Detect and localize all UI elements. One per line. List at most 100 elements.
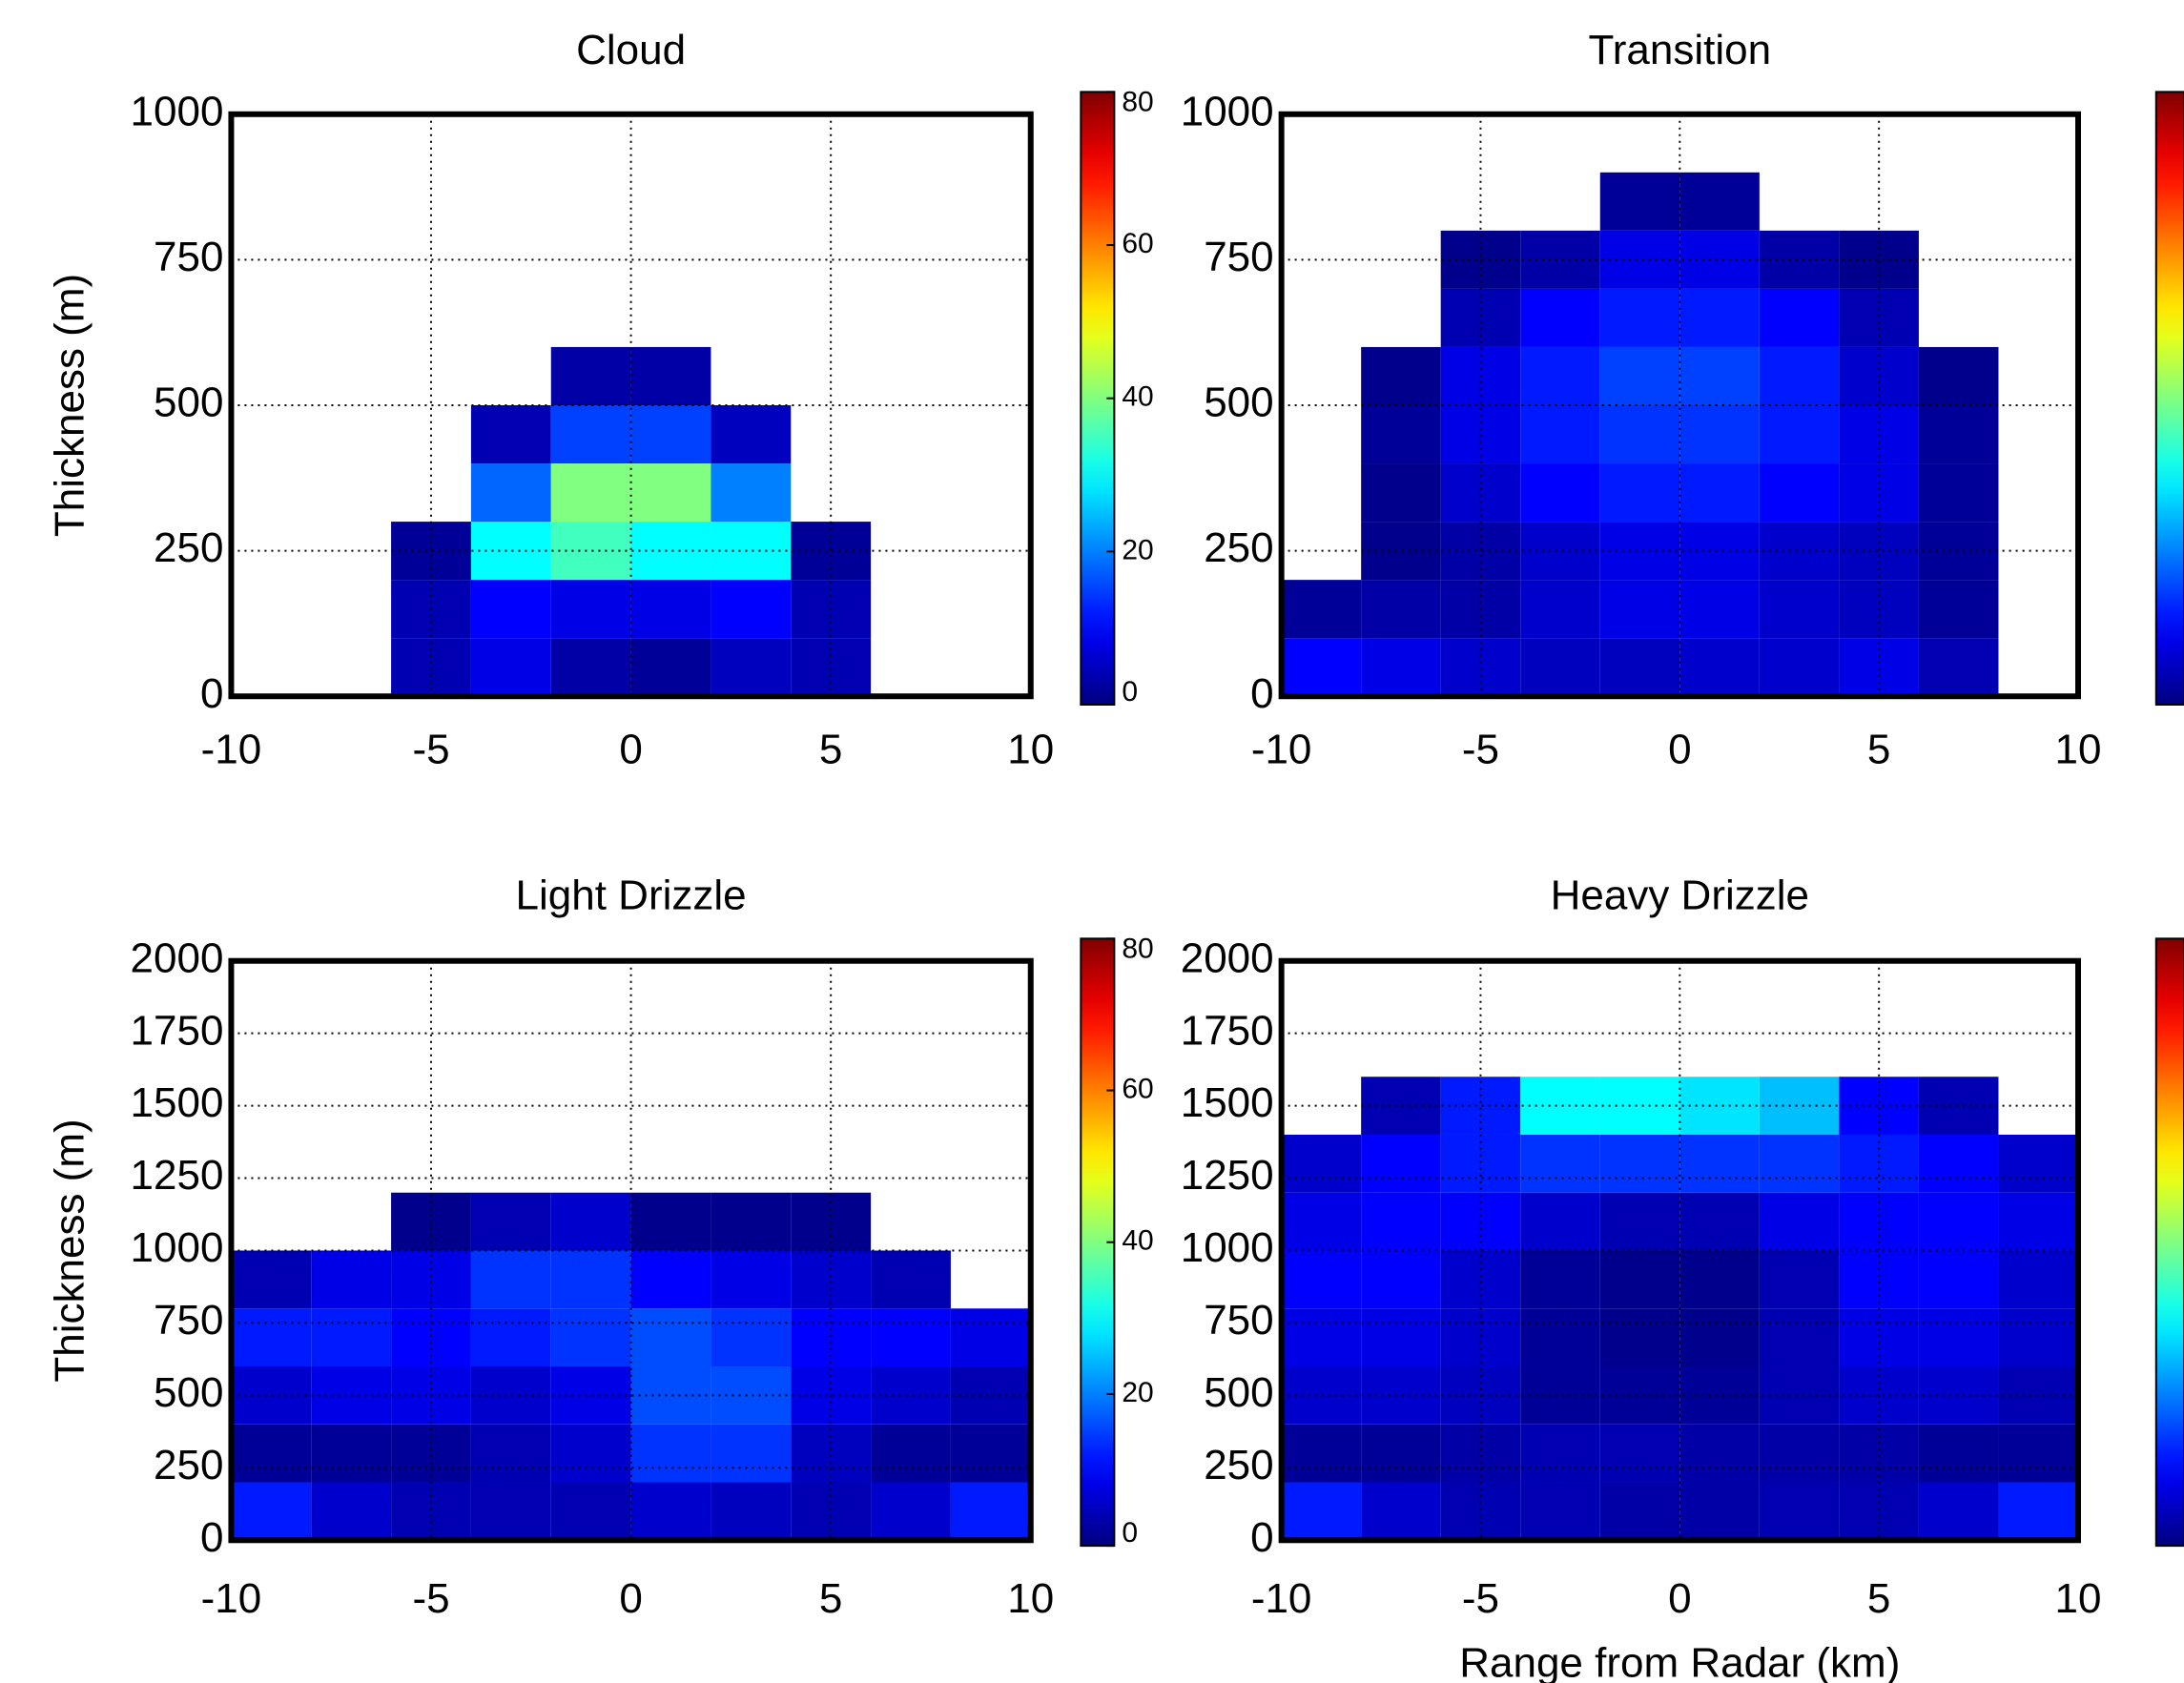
axes-box	[1278, 111, 2082, 700]
x-tick-label: -5	[1462, 726, 1499, 772]
heatmap-cell	[1440, 1134, 1521, 1193]
heatmap-cell	[950, 1308, 1031, 1367]
y-tick-label: 0	[200, 670, 223, 717]
heatmap-cell	[231, 1366, 312, 1425]
y-tick-label: 1000	[131, 1224, 224, 1271]
heatmap-cell	[231, 1250, 312, 1309]
heatmap-cell	[1281, 1482, 1362, 1541]
heatmap-cell	[1599, 1077, 1680, 1135]
heatmap-cell	[1520, 230, 1600, 289]
heatmap-cell	[550, 463, 631, 523]
heatmap-cell	[470, 1192, 551, 1251]
heatmap-cell	[1599, 346, 1680, 405]
y-tick-label: 1500	[1181, 1079, 1274, 1126]
heatmap-cell	[470, 522, 551, 581]
heatmap-cell	[1599, 404, 1680, 464]
heatmap-cell	[1839, 522, 1919, 581]
heatmap-cell	[231, 1308, 312, 1367]
heatmap-cell	[711, 580, 792, 639]
heatmap-cell	[630, 1308, 711, 1367]
heatmap-cell	[1520, 1308, 1600, 1367]
y-axis-label: Thickness (m)	[47, 1119, 93, 1382]
heatmap-cell	[630, 1424, 711, 1483]
heatmap-cell	[1918, 522, 1999, 581]
heatmap-cell	[1918, 463, 1999, 523]
heatmap-cell	[1361, 404, 1441, 464]
y-axis-label: Thickness (m)	[47, 274, 93, 537]
heatmap-cell	[871, 1308, 951, 1367]
heatmap-cell	[470, 1482, 551, 1541]
heatmap-cell	[1839, 638, 1919, 697]
heatmap-cell	[1361, 1192, 1441, 1251]
heatmap-cell	[1599, 1366, 1680, 1425]
heatmap-cell	[1281, 638, 1362, 697]
heatmap-cell	[1599, 1424, 1680, 1483]
heatmap-cell	[391, 638, 471, 697]
heatmap-cell	[1361, 1482, 1441, 1541]
heatmap-cell	[1599, 1134, 1680, 1193]
x-tick-label: 5	[819, 726, 842, 772]
heatmap-cell	[630, 463, 711, 523]
y-tick-label: 250	[1204, 1442, 1273, 1488]
heatmap-cell	[1520, 346, 1600, 405]
x-tick-label: 10	[2055, 1575, 2102, 1622]
heatmap-cell	[1599, 1192, 1680, 1251]
colorbar-tick-label: 0	[1122, 1517, 1138, 1549]
y-tick-label: 0	[1250, 670, 1273, 717]
panel: -10 -5 0 5 10 0 250 500 750 1000 1250 1500 1750 2000 L…	[47, 872, 1154, 1623]
heatmap-cell	[1440, 1077, 1521, 1135]
heatmap-cell	[1679, 638, 1760, 697]
heatmap-cell	[871, 1366, 951, 1425]
heatmap-cell	[1599, 172, 1680, 231]
heatmap-cell	[470, 580, 551, 639]
heatmap-cell	[1361, 638, 1441, 697]
heatmap-cell	[1679, 1134, 1760, 1193]
colorbar	[2154, 937, 2184, 1548]
heatmap-cell	[550, 1308, 631, 1367]
heatmap-cell	[1679, 288, 1760, 347]
heatmap-cell	[791, 1424, 872, 1483]
heatmap-cell	[711, 1424, 792, 1483]
heatmap-cell	[1839, 1424, 1919, 1483]
heatmap-cell	[711, 1250, 792, 1309]
heatmap-cell	[1839, 288, 1919, 347]
colorbar-tick-label: 0	[1122, 676, 1138, 708]
heatmap-cell	[711, 638, 792, 697]
x-tick-label: -10	[1251, 726, 1312, 772]
y-tick-label: 1750	[1181, 1007, 1274, 1054]
heatmap-cell	[1759, 1366, 1840, 1425]
heatmap-cell	[550, 522, 631, 581]
heatmap-cell	[711, 522, 792, 581]
heatmap-cell	[1759, 1424, 1840, 1483]
heatmap-cell	[1759, 1192, 1840, 1251]
heatmap-cell	[1440, 1250, 1521, 1309]
heatmap-cell	[711, 1366, 792, 1425]
heatmap-cell	[1440, 638, 1521, 697]
x-tick-label: 5	[1867, 1575, 1890, 1622]
heatmap-cell	[630, 522, 711, 581]
heatmap-cell	[470, 1250, 551, 1309]
heatmap-cell	[1440, 522, 1521, 581]
x-tick-label: -10	[201, 1575, 262, 1622]
x-axis-label: Range from Radar (km)	[1459, 1639, 1900, 1683]
heatmap-cell	[791, 1250, 872, 1309]
heatmap-cell	[550, 638, 631, 697]
heatmap-cell	[1918, 1077, 1999, 1135]
heatmap-cell	[1759, 230, 1840, 289]
heatmap-cell	[550, 1250, 631, 1309]
x-tick-label: 0	[1668, 726, 1691, 772]
colorbar-tick-label: 80	[1122, 933, 1153, 964]
heatmap-cell	[470, 638, 551, 697]
heatmap-cell	[1361, 1077, 1441, 1135]
heatmap-cell	[1679, 1366, 1760, 1425]
x-tick-label: -5	[412, 726, 449, 772]
heatmap-cell	[711, 1192, 792, 1251]
heatmap-cell	[711, 1308, 792, 1367]
x-tick-label: 10	[1007, 726, 1054, 772]
x-tick-label: 10	[1007, 1575, 1054, 1622]
heatmap-cell	[1679, 1424, 1760, 1483]
heatmap-cell	[1918, 346, 1999, 405]
colorbar-tick-label: 40	[1122, 381, 1153, 413]
heatmap-cell	[1998, 1134, 2079, 1193]
heatmap-cell	[791, 1482, 872, 1541]
